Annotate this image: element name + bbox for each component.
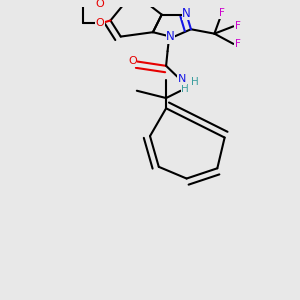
- Text: O: O: [128, 56, 137, 67]
- Text: H: H: [191, 77, 199, 87]
- Text: O: O: [96, 18, 105, 28]
- Text: F: F: [235, 39, 241, 49]
- Text: F: F: [219, 8, 225, 18]
- Text: H: H: [181, 84, 189, 94]
- Text: N: N: [182, 7, 191, 20]
- Text: F: F: [235, 21, 241, 31]
- Text: N: N: [166, 30, 175, 43]
- Text: N: N: [178, 74, 186, 84]
- Text: O: O: [96, 0, 105, 9]
